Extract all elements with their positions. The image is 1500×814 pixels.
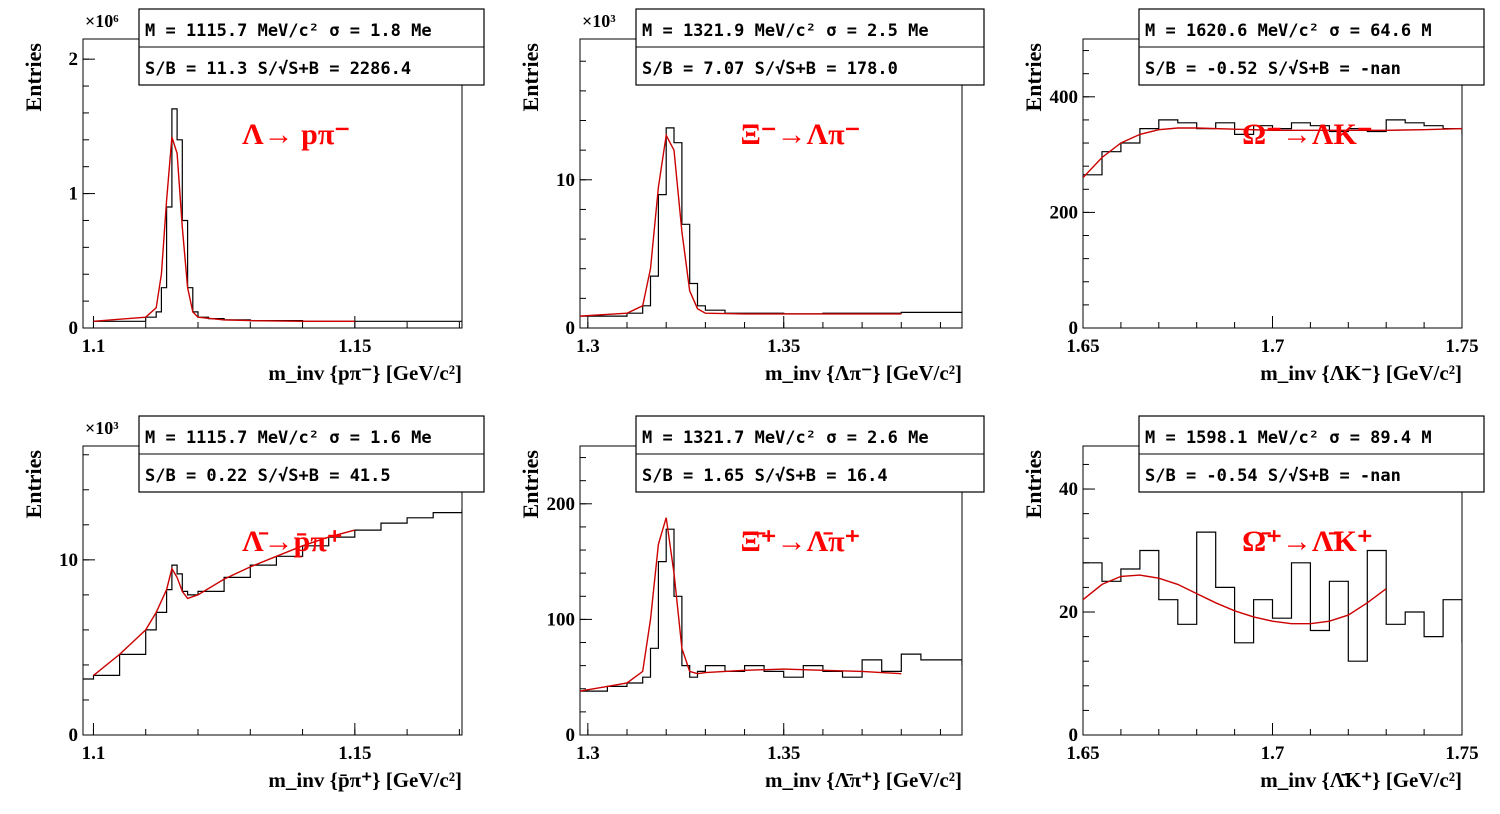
y-axis-label: Entries [518, 450, 543, 519]
histogram-series [580, 528, 962, 692]
decay-channel-label: Ω̄⁺→Λ̄K⁺ [1242, 525, 1373, 558]
x-tick-label: 1.1 [82, 336, 106, 357]
x-tick-label: 1.3 [576, 336, 600, 357]
x-axis-label: m_inv {Λ̄π⁺} [GeV/c²] [765, 768, 962, 792]
stats-signal-background: S/B = 0.22 S/√S+B = 41.5 [145, 466, 391, 486]
y-tick-label: 20 [1059, 602, 1078, 623]
histogram-series [83, 509, 462, 680]
y-tick-label: 200 [1050, 202, 1079, 223]
y-multiplier-label: ×10³ [85, 418, 119, 438]
y-tick-label: 10 [556, 170, 575, 191]
y-tick-label: 0 [566, 318, 576, 339]
stats-mass-sigma: M = 1598.1 MeV/c² σ = 89.4 M [1145, 428, 1432, 448]
x-tick-label: 1.15 [338, 743, 371, 764]
y-tick-label: 0 [1069, 318, 1079, 339]
x-tick-label: 1.75 [1445, 336, 1478, 357]
chart-panel-3: 0 200 400 1.65 1.7 1.75 Entries m_inv {ΛK⁻} [Ge… [1021, 8, 1485, 385]
x-axis-label: m_inv {pπ⁻} [GeV/c²] [268, 361, 462, 385]
x-tick-label: 1.65 [1066, 743, 1099, 764]
x-tick-label: 1.7 [1261, 336, 1285, 357]
stats-mass-sigma: M = 1115.7 MeV/c² σ = 1.6 Me [145, 428, 432, 448]
stats-signal-background: S/B = 7.07 S/√S+B = 178.0 [642, 59, 898, 79]
x-axis-label: m_inv {ΛK⁻} [GeV/c²] [1260, 361, 1462, 385]
y-axis-label: Entries [1021, 450, 1046, 519]
x-tick-label: 1.15 [338, 336, 371, 357]
y-tick-label: 40 [1059, 479, 1078, 500]
stats-signal-background: S/B = 11.3 S/√S+B = 2286.4 [145, 59, 411, 79]
y-tick-label: 0 [566, 725, 576, 746]
y-axis-label: Entries [21, 43, 46, 112]
x-axis-label: m_inv {Λ̄K⁺} [GeV/c²] [1260, 768, 1462, 792]
chart-panel-5: 0 100 200 1.3 1.35 Entries m_inv {Λ̄π⁺} [GeV/c… [518, 415, 985, 792]
x-axis-label: m_inv {Λπ⁻} [GeV/c²] [765, 361, 962, 385]
y-multiplier-label: ×10⁶ [85, 11, 119, 31]
y-tick-label: 100 [547, 609, 576, 630]
decay-channel-label: Ξ⁻→Λπ⁻ [740, 118, 860, 151]
chart-panel-4: 0 10 1.1 1.15 Entries ×10³ m_inv {p̄π⁺} [GeV/c… [21, 415, 485, 792]
x-tick-label: 1.65 [1066, 336, 1099, 357]
stats-mass-sigma: M = 1321.7 MeV/c² σ = 2.6 Me [642, 428, 929, 448]
decay-channel-label: Λ→ pπ⁻ [242, 118, 350, 151]
x-tick-label: 1.35 [767, 336, 800, 357]
stats-mass-sigma: M = 1115.7 MeV/c² σ = 1.8 Me [145, 21, 432, 41]
fit-curve [93, 136, 355, 322]
x-tick-label: 1.7 [1261, 743, 1285, 764]
y-axis-label: Entries [21, 450, 46, 519]
fit-curve [1083, 127, 1462, 179]
y-tick-label: 1 [69, 184, 79, 205]
decay-channel-label: Λ̄→p̄π⁺ [242, 525, 342, 558]
stats-signal-background: S/B = -0.52 S/√S+B = -nan [1145, 59, 1401, 79]
chart-panel-6: 0 20 40 1.65 1.7 1.75 Entries m_inv {Λ̄K⁺} [GeV… [1021, 415, 1485, 792]
x-axis-label: m_inv {p̄π⁺} [GeV/c²] [268, 768, 462, 792]
y-tick-label: 10 [59, 550, 78, 571]
y-tick-label: 0 [69, 725, 79, 746]
stats-mass-sigma: M = 1321.9 MeV/c² σ = 2.5 Me [642, 21, 929, 41]
y-tick-label: 0 [1069, 725, 1079, 746]
chart-panel-1: 0 1 2 1.1 1.15 Entries ×10⁶ m_inv {pπ⁻} [GeV/c²… [21, 8, 485, 385]
fit-curve [93, 529, 355, 676]
stats-mass-sigma: M = 1620.6 MeV/c² σ = 64.6 M [1145, 21, 1432, 41]
y-multiplier-label: ×10³ [582, 11, 616, 31]
y-tick-label: 400 [1050, 87, 1079, 108]
histogram-series [1083, 119, 1462, 176]
stats-signal-background: S/B = -0.54 S/√S+B = -nan [1145, 466, 1401, 486]
y-tick-label: 2 [69, 49, 79, 70]
stats-signal-background: S/B = 1.65 S/√S+B = 16.4 [642, 466, 888, 486]
chart-panel-2: 0 10 1.3 1.35 Entries ×10³ m_inv {Λπ⁻} [GeV/c²… [518, 8, 985, 385]
y-axis-label: Entries [518, 43, 543, 112]
y-tick-label: 0 [69, 318, 79, 339]
histogram-series [580, 127, 962, 317]
decay-channel-label: Ω⁻→ΛK⁻ [1242, 118, 1373, 151]
fit-curve [1083, 574, 1387, 625]
fit-curve [580, 517, 902, 692]
decay-channel-label: Ξ̄⁺→Λ̄π⁺ [740, 525, 860, 558]
x-tick-label: 1.1 [82, 743, 106, 764]
fit-curve [580, 133, 902, 317]
x-tick-label: 1.35 [767, 743, 800, 764]
x-tick-label: 1.3 [576, 743, 600, 764]
histogram-series [1083, 531, 1462, 662]
y-tick-label: 200 [547, 494, 576, 515]
y-axis-label: Entries [1021, 43, 1046, 112]
x-tick-label: 1.75 [1445, 743, 1478, 764]
